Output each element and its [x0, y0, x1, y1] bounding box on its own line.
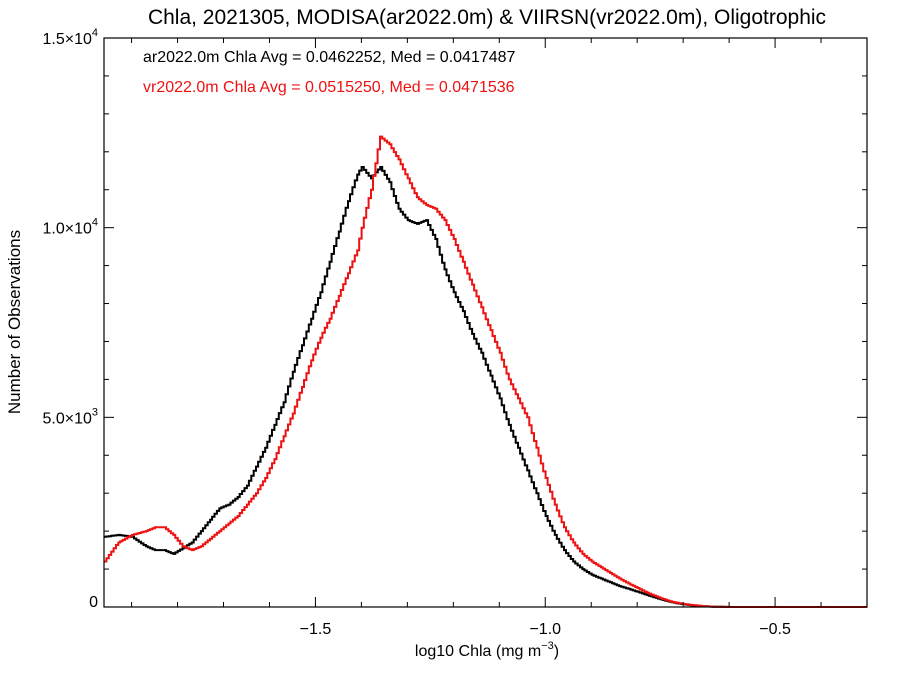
x-tick-label: −1.0 — [529, 621, 561, 638]
annotation-black: ar2022.0m Chla Avg = 0.0462252, Med = 0.… — [143, 49, 516, 66]
y-tick-label: 1.5×104 — [42, 27, 98, 48]
y-axis-ticks: 0 5.0×103 1.0×104 1.5×104 — [42, 27, 867, 611]
y-tick-label: 0 — [89, 594, 98, 611]
x-axis-label: log10 Chla (mg m−3) — [415, 640, 559, 660]
annotation-red: vr2022.0m Chla Avg = 0.0515250, Med = 0.… — [143, 79, 515, 96]
x-tick-label: −1.5 — [300, 621, 332, 638]
x-axis-ticks: −1.5 −1.0 −0.5 — [131, 38, 868, 638]
x-axis-label-end: ) — [554, 643, 559, 660]
x-axis-label-main: log10 Chla (mg m — [415, 643, 541, 660]
plot-frame — [103, 37, 868, 608]
chart-title: Chla, 2021305, MODISA(ar2022.0m) & VIIRS… — [148, 6, 826, 29]
series-line-red — [104, 135, 867, 608]
y-axis-label: Number of Observations — [5, 230, 24, 414]
x-axis-label-sup: −3 — [541, 640, 554, 652]
series-line-black — [104, 166, 867, 608]
y-tick-label: 1.0×104 — [42, 217, 98, 238]
x-tick-label: −0.5 — [759, 621, 791, 638]
y-tick-label: 5.0×103 — [42, 406, 98, 427]
